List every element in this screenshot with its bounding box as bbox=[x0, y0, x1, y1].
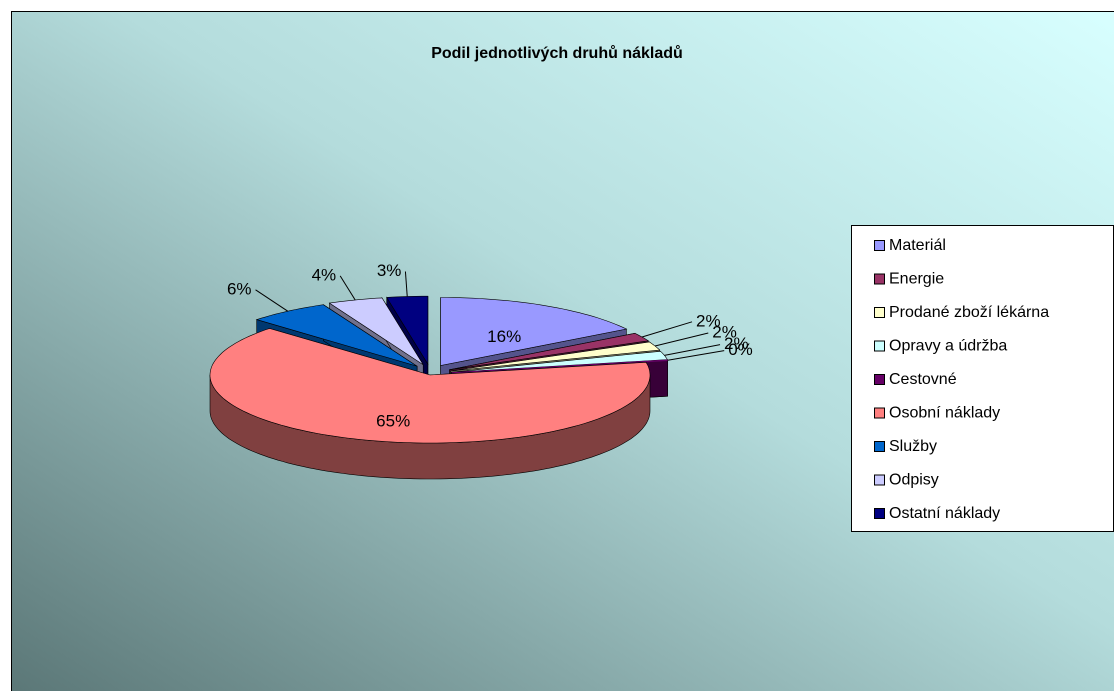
data-label: 16% bbox=[487, 327, 521, 346]
data-label: 6% bbox=[227, 279, 252, 298]
legend-label: Odpisy bbox=[889, 472, 939, 489]
data-label: 4% bbox=[312, 265, 337, 284]
legend-swatch bbox=[875, 509, 885, 519]
data-label: 3% bbox=[377, 261, 402, 280]
legend-label: Materiál bbox=[889, 237, 946, 254]
chart-title: Podil jednotlivých druhů nákladů bbox=[431, 45, 683, 62]
legend-swatch bbox=[875, 241, 885, 251]
legend-swatch bbox=[875, 442, 885, 452]
legend-label: Prodané zboží lékárna bbox=[889, 304, 1049, 321]
legend-swatch bbox=[875, 408, 885, 418]
legend-label: Ostatní náklady bbox=[889, 505, 1000, 522]
legend-swatch bbox=[875, 274, 885, 284]
legend-label: Opravy a údržba bbox=[889, 338, 1007, 355]
data-label: 65% bbox=[376, 412, 410, 431]
legend-label: Osobní náklady bbox=[889, 405, 1000, 422]
legend-label: Služby bbox=[889, 438, 937, 455]
legend-label: Energie bbox=[889, 271, 944, 288]
data-label: 0% bbox=[728, 340, 753, 359]
legend-swatch bbox=[875, 375, 885, 385]
legend-swatch bbox=[875, 475, 885, 485]
legend-label: Cestovné bbox=[889, 371, 957, 388]
legend-swatch bbox=[875, 341, 885, 351]
legend-swatch bbox=[875, 308, 885, 318]
